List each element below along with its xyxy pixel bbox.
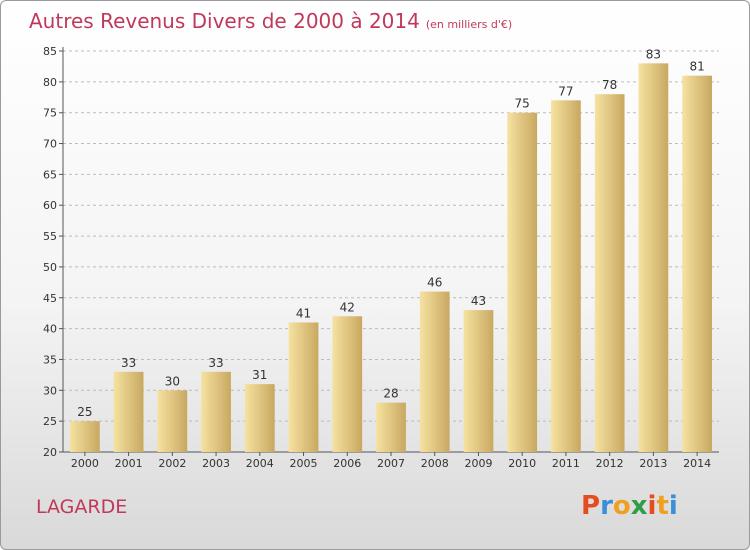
x-tick-label: 2001 <box>115 457 143 470</box>
bar <box>288 322 319 452</box>
bar <box>113 371 144 452</box>
bar <box>69 421 100 452</box>
data-label: 33 <box>208 356 223 370</box>
labels: 20 25 30 35 40 45 50 55 60 65 70 75 80 85 25 2000 33 2001… <box>43 45 711 470</box>
x-tick-label: 2000 <box>71 457 99 470</box>
x-tick-label: 2013 <box>639 457 667 470</box>
bar <box>157 390 188 452</box>
y-tick-label: 35 <box>43 353 57 366</box>
data-label: 75 <box>515 97 530 111</box>
data-label: 25 <box>77 405 92 419</box>
bar <box>376 402 406 452</box>
chart-unit: (en milliers d'€) <box>425 18 513 31</box>
x-tick-label: 2004 <box>246 457 274 470</box>
x-tick-label: 2002 <box>158 457 186 470</box>
data-label: 30 <box>165 374 180 388</box>
data-label: 28 <box>383 387 398 401</box>
y-tick-label: 65 <box>43 168 57 181</box>
proxiti-logo[interactable]: Proxiti <box>581 491 678 521</box>
bar <box>244 384 275 452</box>
y-tick-label: 40 <box>43 323 57 336</box>
logo-letter: i <box>668 491 678 521</box>
chart-title: Autres Revenus Divers de 2000 à 2014 <box>29 9 420 33</box>
logo-letter: o <box>612 491 631 521</box>
bar <box>201 371 231 452</box>
data-label: 81 <box>689 60 704 74</box>
x-tick-label: 2003 <box>202 457 230 470</box>
bars <box>69 63 713 452</box>
data-label: 31 <box>252 368 267 382</box>
data-label: 43 <box>471 294 486 308</box>
x-tick-label: 2006 <box>333 457 361 470</box>
bar <box>507 112 538 452</box>
bar <box>332 316 363 452</box>
y-tick-label: 85 <box>43 45 57 58</box>
logo-letter: x <box>630 491 648 521</box>
y-tick-label: 75 <box>43 107 57 120</box>
logo-letter: t <box>656 491 669 521</box>
logo-letter: P <box>581 491 601 521</box>
y-tick-label: 25 <box>43 415 57 428</box>
x-tick-label: 2011 <box>552 457 580 470</box>
bar <box>463 310 494 452</box>
y-tick-label: 50 <box>43 261 57 274</box>
x-tick-label: 2010 <box>508 457 536 470</box>
x-tick-label: 2005 <box>290 457 318 470</box>
bar <box>551 100 581 452</box>
data-label: 42 <box>340 300 355 314</box>
data-label: 83 <box>646 47 661 61</box>
y-tick-label: 45 <box>43 292 57 305</box>
y-tick-label: 20 <box>43 446 57 459</box>
x-tick-label: 2007 <box>377 457 405 470</box>
y-tick-label: 70 <box>43 138 57 151</box>
x-tick-label: 2008 <box>421 457 449 470</box>
x-tick-label: 2009 <box>464 457 492 470</box>
x-tick-label: 2014 <box>683 457 711 470</box>
data-label: 78 <box>602 78 617 92</box>
bar <box>682 75 713 452</box>
city-name: LAGARDE <box>36 496 128 518</box>
data-label: 41 <box>296 306 311 320</box>
y-tick-label: 55 <box>43 230 57 243</box>
data-label: 33 <box>121 356 136 370</box>
data-label: 46 <box>427 276 442 290</box>
logo-letter: r <box>600 491 613 521</box>
chart-header: Autres Revenus Divers de 2000 à 2014 (en … <box>29 9 512 33</box>
logo-letter: i <box>647 491 657 521</box>
y-tick-label: 60 <box>43 199 57 212</box>
x-tick-label: 2012 <box>596 457 624 470</box>
bar <box>419 291 450 452</box>
y-tick-label: 80 <box>43 76 57 89</box>
data-label: 77 <box>558 84 573 98</box>
y-tick-label: 30 <box>43 384 57 397</box>
bar <box>638 63 669 452</box>
bar <box>594 94 625 452</box>
